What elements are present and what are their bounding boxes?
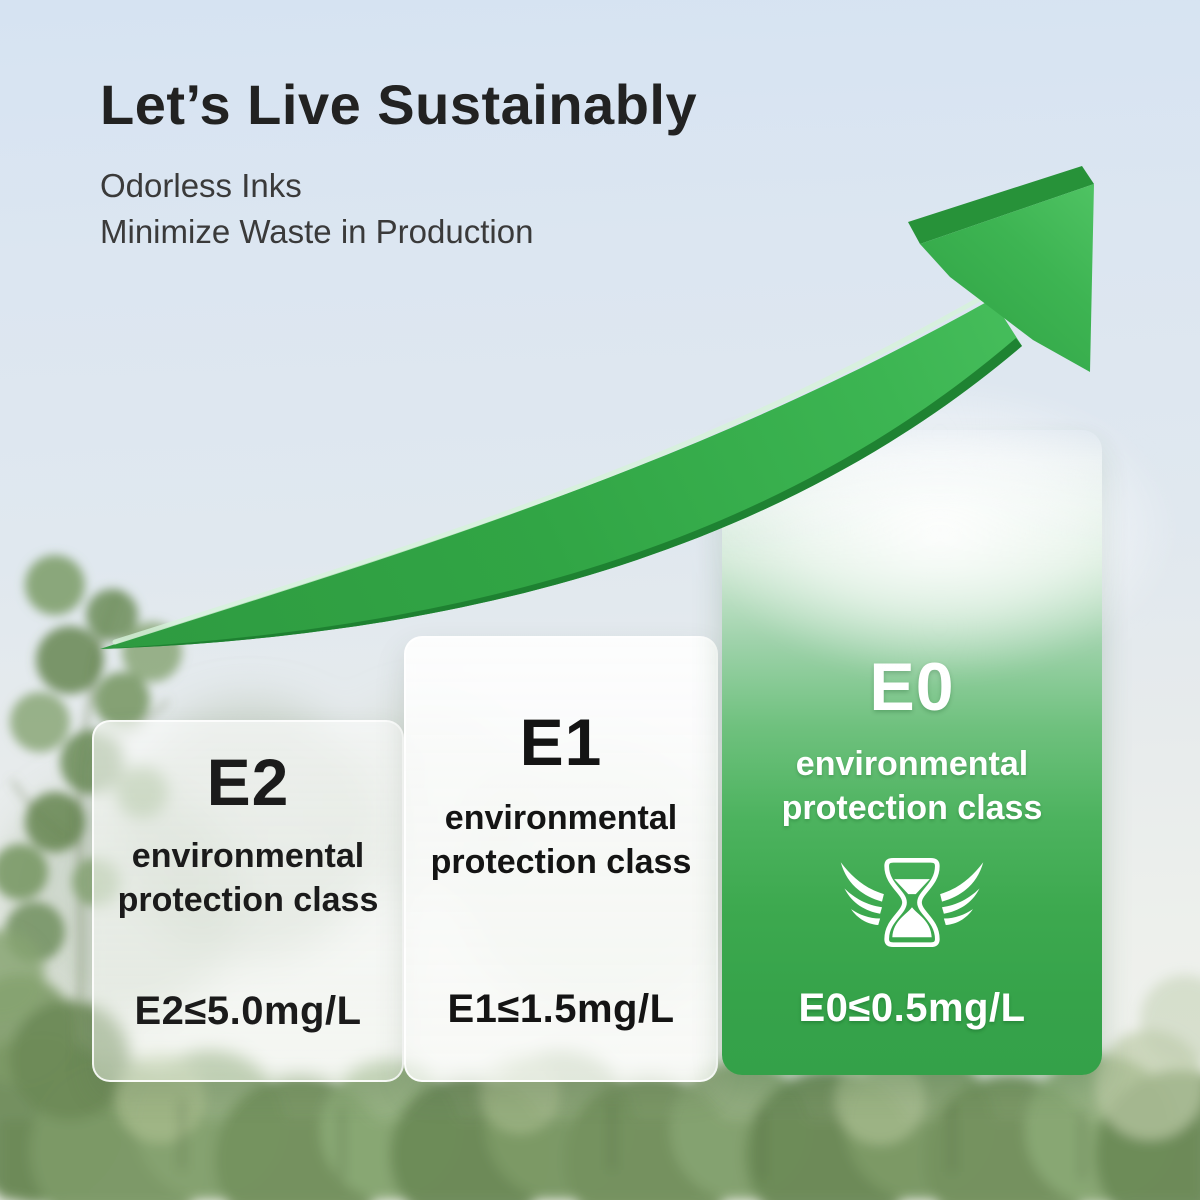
class-line2-e2: protection class (117, 881, 379, 919)
arrow-head-ridge (908, 166, 1094, 244)
class-text-e0: environmental protection class (722, 742, 1102, 830)
class-line2-e1: protection class (430, 843, 692, 881)
class-line1-e1: environmental (444, 799, 678, 837)
subtitle-minimize-waste: Minimize Waste in Production (100, 213, 534, 250)
limit-value-e2: E2≤5.0mg/L (134, 989, 362, 1033)
page-title: Let’s Live Sustainably (100, 73, 698, 136)
header: Let’s Live Sustainably Odorless Inks Min… (100, 72, 697, 255)
card-e2: E2 environmental protection class E2≤5.0… (92, 720, 404, 1082)
class-line1-e0: environmental (795, 745, 1029, 783)
class-line2-e0: protection class (781, 789, 1043, 827)
class-text-e2: environmental protection class (94, 834, 402, 922)
grade-label-e2: E2 (206, 745, 290, 819)
limit-value-e1: E1≤1.5mg/L (447, 987, 675, 1031)
limit-value-e0: E0≤0.5mg/L (798, 986, 1026, 1030)
card-e1: E1 environmental protection class E1≤1.5… (404, 636, 718, 1082)
subtitle-odorless-inks: Odorless Inks (100, 167, 302, 204)
winged-hourglass-icon (840, 857, 984, 948)
class-text-e1: environmental protection class (406, 796, 716, 884)
arrow-glow (700, 380, 1180, 680)
arrow-head (920, 184, 1094, 372)
class-line1-e2: environmental (131, 837, 365, 875)
grade-label-e1: E1 (519, 705, 603, 779)
